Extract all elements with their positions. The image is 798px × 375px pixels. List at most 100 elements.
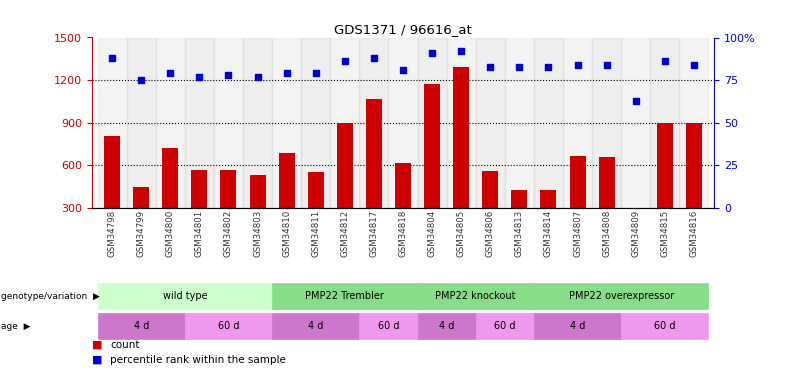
Point bbox=[630, 98, 642, 104]
Bar bbox=[505, 38, 534, 208]
Text: GSM34810: GSM34810 bbox=[282, 210, 291, 257]
Text: GSM34803: GSM34803 bbox=[253, 210, 262, 257]
Bar bbox=[598, 157, 614, 251]
Text: 60 d: 60 d bbox=[377, 321, 399, 331]
Point bbox=[338, 58, 351, 64]
Point bbox=[455, 48, 468, 54]
Bar bbox=[359, 38, 389, 208]
Point bbox=[164, 70, 176, 76]
Bar bbox=[417, 38, 447, 208]
Text: PMP22 Trembler: PMP22 Trembler bbox=[306, 291, 385, 301]
Text: count: count bbox=[110, 340, 140, 350]
Bar bbox=[476, 38, 505, 208]
Bar bbox=[97, 38, 127, 208]
Text: GSM34813: GSM34813 bbox=[515, 210, 523, 257]
Point bbox=[280, 70, 293, 76]
Bar bbox=[243, 38, 272, 208]
Text: genotype/variation  ▶: genotype/variation ▶ bbox=[1, 292, 100, 301]
Point bbox=[106, 55, 119, 61]
Text: ■: ■ bbox=[92, 340, 102, 350]
Text: 60 d: 60 d bbox=[654, 321, 676, 331]
Text: GSM34814: GSM34814 bbox=[544, 210, 553, 257]
Text: GSM34801: GSM34801 bbox=[195, 210, 203, 257]
Bar bbox=[308, 172, 324, 251]
Text: GSM34806: GSM34806 bbox=[486, 210, 495, 257]
Bar bbox=[214, 38, 243, 208]
Text: GSM34812: GSM34812 bbox=[340, 210, 350, 257]
Text: GSM34815: GSM34815 bbox=[660, 210, 670, 257]
Point bbox=[135, 77, 148, 83]
Bar bbox=[272, 38, 301, 208]
Text: GSM34818: GSM34818 bbox=[398, 210, 408, 257]
Text: GSM34808: GSM34808 bbox=[602, 210, 611, 257]
Text: GSM34802: GSM34802 bbox=[224, 210, 233, 257]
Bar bbox=[512, 190, 527, 251]
Bar bbox=[679, 38, 709, 208]
Text: GSM34809: GSM34809 bbox=[631, 210, 640, 257]
Bar bbox=[570, 156, 586, 251]
Text: GSM34805: GSM34805 bbox=[456, 210, 466, 257]
Text: age  ▶: age ▶ bbox=[1, 322, 30, 331]
Bar bbox=[592, 38, 621, 208]
Point bbox=[397, 67, 409, 73]
Bar bbox=[650, 38, 679, 208]
Text: percentile rank within the sample: percentile rank within the sample bbox=[110, 355, 286, 365]
Point bbox=[658, 58, 671, 64]
Bar bbox=[250, 176, 266, 251]
Point bbox=[368, 55, 381, 61]
Point bbox=[251, 74, 264, 80]
Point bbox=[687, 62, 700, 68]
Bar bbox=[220, 170, 236, 251]
Text: GSM34800: GSM34800 bbox=[166, 210, 175, 257]
Text: 4 d: 4 d bbox=[308, 321, 323, 331]
Bar bbox=[628, 240, 644, 251]
Bar bbox=[482, 171, 498, 251]
Bar bbox=[127, 38, 156, 208]
Bar bbox=[330, 38, 359, 208]
Text: ■: ■ bbox=[92, 355, 102, 365]
Point bbox=[542, 63, 555, 69]
Text: wild type: wild type bbox=[163, 291, 207, 301]
Bar bbox=[447, 38, 476, 208]
Point bbox=[425, 50, 438, 56]
Text: 4 d: 4 d bbox=[439, 321, 454, 331]
Bar bbox=[301, 38, 330, 208]
Text: GSM34811: GSM34811 bbox=[311, 210, 320, 257]
Title: GDS1371 / 96616_at: GDS1371 / 96616_at bbox=[334, 23, 472, 36]
Point bbox=[310, 70, 322, 76]
Text: PMP22 knockout: PMP22 knockout bbox=[436, 291, 516, 301]
Bar bbox=[104, 136, 120, 251]
Bar bbox=[534, 38, 563, 208]
Bar bbox=[540, 190, 556, 251]
Bar bbox=[162, 148, 178, 251]
Text: GSM34807: GSM34807 bbox=[573, 210, 582, 257]
Bar bbox=[366, 99, 382, 251]
Text: 4 d: 4 d bbox=[133, 321, 149, 331]
Text: GSM34804: GSM34804 bbox=[428, 210, 437, 257]
Bar bbox=[395, 163, 411, 251]
Point bbox=[571, 62, 584, 68]
Text: GSM34817: GSM34817 bbox=[369, 210, 378, 257]
Text: 60 d: 60 d bbox=[218, 321, 239, 331]
Bar bbox=[279, 153, 294, 251]
Text: 4 d: 4 d bbox=[570, 321, 585, 331]
Bar bbox=[192, 171, 207, 251]
Point bbox=[484, 63, 496, 69]
Bar bbox=[685, 123, 702, 251]
Point bbox=[600, 62, 613, 68]
Bar bbox=[133, 187, 149, 251]
Bar bbox=[156, 38, 185, 208]
Bar bbox=[453, 68, 469, 251]
Text: GSM34816: GSM34816 bbox=[689, 210, 698, 257]
Text: GSM34799: GSM34799 bbox=[136, 210, 146, 257]
Bar bbox=[563, 38, 592, 208]
Text: GSM34798: GSM34798 bbox=[108, 210, 117, 257]
Point bbox=[193, 74, 206, 80]
Text: 60 d: 60 d bbox=[494, 321, 516, 331]
Bar bbox=[185, 38, 214, 208]
Bar bbox=[337, 123, 353, 251]
Point bbox=[513, 63, 526, 69]
Bar bbox=[657, 123, 673, 251]
Text: PMP22 overexpressor: PMP22 overexpressor bbox=[568, 291, 674, 301]
Bar bbox=[424, 84, 440, 251]
